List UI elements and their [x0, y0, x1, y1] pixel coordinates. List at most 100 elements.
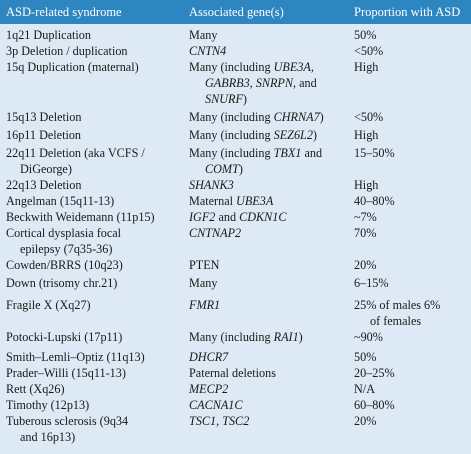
gene-text: and: [301, 146, 323, 160]
table-row: Fragile X (Xq27) FMR1 25% of males 6% of fe…: [0, 297, 471, 329]
gene-text: Many: [189, 28, 218, 42]
gene-cell: DHCR7: [185, 349, 350, 365]
proportion-text: High: [354, 178, 379, 192]
gene-cell: Many (including TBX1 and COMT): [185, 145, 350, 177]
table-row: Angelman (15q11-13) Maternal UBE3A 40–80%: [0, 193, 471, 209]
proportion-text: 70%: [354, 226, 377, 240]
gene-cell: TSC1, TSC2: [185, 413, 350, 445]
gene-cell: CNTN4: [185, 43, 350, 59]
gene-cell: CACNA1C: [185, 397, 350, 413]
syndrome-cell: Cowden/BRRS (10q23): [0, 257, 185, 275]
table-row: Down (trisomy chr.21) Many 6–15%: [0, 275, 471, 297]
proportion-cell: ~7%: [350, 209, 471, 225]
syndrome-cell: 16p11 Deletion: [0, 127, 185, 145]
proportion-cell: High: [350, 59, 471, 109]
gene-cell: PTEN: [185, 257, 350, 275]
syndrome-text: 15q Duplication (maternal): [6, 60, 139, 74]
gene-symbol: SHANK3: [189, 178, 234, 192]
syndrome-cell: 1q21 Duplication: [0, 24, 185, 43]
gene-line: PTEN: [189, 257, 348, 273]
syndrome-text: 16p11 Deletion: [6, 128, 82, 142]
gene-symbol: CDKN1C: [239, 210, 287, 224]
gene-symbol: IGF2: [189, 210, 216, 224]
proportion-text: High: [354, 60, 379, 74]
table-row: Beckwith Weidemann (11p15) IGF2 and CDKN1…: [0, 209, 471, 225]
proportion-cell: <50%: [350, 43, 471, 59]
gene-symbol: CNTNAP2: [189, 226, 242, 240]
syndrome-cell: 3p Deletion / duplication: [0, 43, 185, 59]
gene-symbol: SEZ6L2: [273, 128, 313, 142]
proportion-cell: ~90%: [350, 329, 471, 349]
proportion-cell: High: [350, 127, 471, 145]
proportion-text: 40–80%: [354, 194, 395, 208]
syndrome-cell: Tuberous sclerosis (9q34 and 16p13): [0, 413, 185, 445]
gene-text: ): [242, 92, 247, 106]
syndrome-cell: Potocki-Lupski (17p11): [0, 329, 185, 349]
gene-symbol: CNTN4: [189, 44, 227, 58]
syndrome-cell: 22q13 Deletion: [0, 177, 185, 193]
proportion-text: ~90%: [354, 330, 383, 344]
gene-line: Many (including UBE3A,: [189, 59, 348, 75]
gene-cell: Many: [185, 275, 350, 297]
syndrome-text: Beckwith Weidemann (11p15): [6, 210, 155, 224]
proportion-text: 20–25%: [354, 366, 395, 380]
syndrome-cell: 15q13 Deletion: [0, 109, 185, 127]
table-row: Timothy (12p13) CACNA1C 60–80%: [0, 397, 471, 413]
gene-text: and: [296, 76, 317, 90]
table-row: 22q11 Deletion (aka VCFS / DiGeorge) Many …: [0, 145, 471, 177]
gene-text: Paternal deletions: [189, 366, 276, 380]
gene-line: SNURF): [189, 91, 348, 107]
syndrome-cell: Angelman (15q11-13): [0, 193, 185, 209]
gene-symbol: CACNA1C: [189, 398, 243, 412]
gene-symbol: CHRNA7: [273, 110, 320, 124]
syndrome-cell: 22q11 Deletion (aka VCFS / DiGeorge): [0, 145, 185, 177]
gene-line: Maternal UBE3A: [189, 193, 348, 209]
table-row: Tuberous sclerosis (9q34 and 16p13) TSC1, …: [0, 413, 471, 445]
gene-symbol: UBE3A,: [273, 60, 314, 74]
gene-text: Maternal: [189, 194, 237, 208]
gene-symbol: COMT: [205, 162, 239, 176]
syndrome-cell: Cortical dysplasia focal epilepsy (7q35-3…: [0, 225, 185, 257]
gene-text: PTEN: [189, 258, 220, 272]
syndrome-text: Angelman (15q11-13): [6, 194, 115, 208]
proportion-cell: 50%: [350, 24, 471, 43]
syndrome-text: 3p Deletion / duplication: [6, 44, 128, 58]
syndrome-cell: 15q Duplication (maternal): [0, 59, 185, 109]
gene-text: ): [319, 110, 324, 124]
gene-text: ): [238, 162, 243, 176]
gene-line: COMT): [189, 161, 348, 177]
gene-line: TSC1, TSC2: [189, 413, 348, 429]
syndrome-cell: Smith–Lemli–Optiz (11q13): [0, 349, 185, 365]
table-row: Rett (Xq26) MECP2 N/A: [0, 381, 471, 397]
gene-cell: Many (including UBE3A, GABRB3, SNRPN, and…: [185, 59, 350, 109]
gene-line: Many: [189, 27, 348, 43]
gene-text: ): [298, 330, 303, 344]
gene-line: Many (including CHRNA7): [189, 109, 348, 125]
proportion-cell: 6–15%: [350, 275, 471, 297]
proportion-text: ~7%: [354, 210, 377, 224]
table-row: 1q21 Duplication Many 50%: [0, 24, 471, 43]
syndrome-cell: Rett (Xq26): [0, 381, 185, 397]
syndrome-cell: Prader–Willi (15q11-13): [0, 365, 185, 381]
table-row: 22q13 Deletion SHANK3 High: [0, 177, 471, 193]
gene-cell: MECP2: [185, 381, 350, 397]
gene-line: Many (including SEZ6L2): [189, 127, 348, 143]
gene-text: Many (including: [189, 60, 274, 74]
gene-cell: CNTNAP2: [185, 225, 350, 257]
gene-symbol: FMR1: [189, 298, 221, 312]
proportion-text: <50%: [354, 44, 384, 58]
proportion-cell: 60–80%: [350, 397, 471, 413]
gene-cell: Many (including CHRNA7): [185, 109, 350, 127]
gene-cell: Paternal deletions: [185, 365, 350, 381]
syndrome-text: Cortical dysplasia focal: [6, 226, 122, 240]
gene-line: MECP2: [189, 381, 348, 397]
gene-line: Many: [189, 275, 348, 291]
syndrome-text: 15q13 Deletion: [6, 110, 82, 124]
syndrome-text: Prader–Willi (15q11-13): [6, 366, 126, 380]
proportion-cell: 70%: [350, 225, 471, 257]
syndrome-text: Smith–Lemli–Optiz (11q13): [6, 350, 145, 364]
gene-line: DHCR7: [189, 349, 348, 365]
syndrome-text: and 16p13): [20, 430, 76, 444]
syndrome-text: Potocki-Lupski (17p11): [6, 330, 123, 344]
